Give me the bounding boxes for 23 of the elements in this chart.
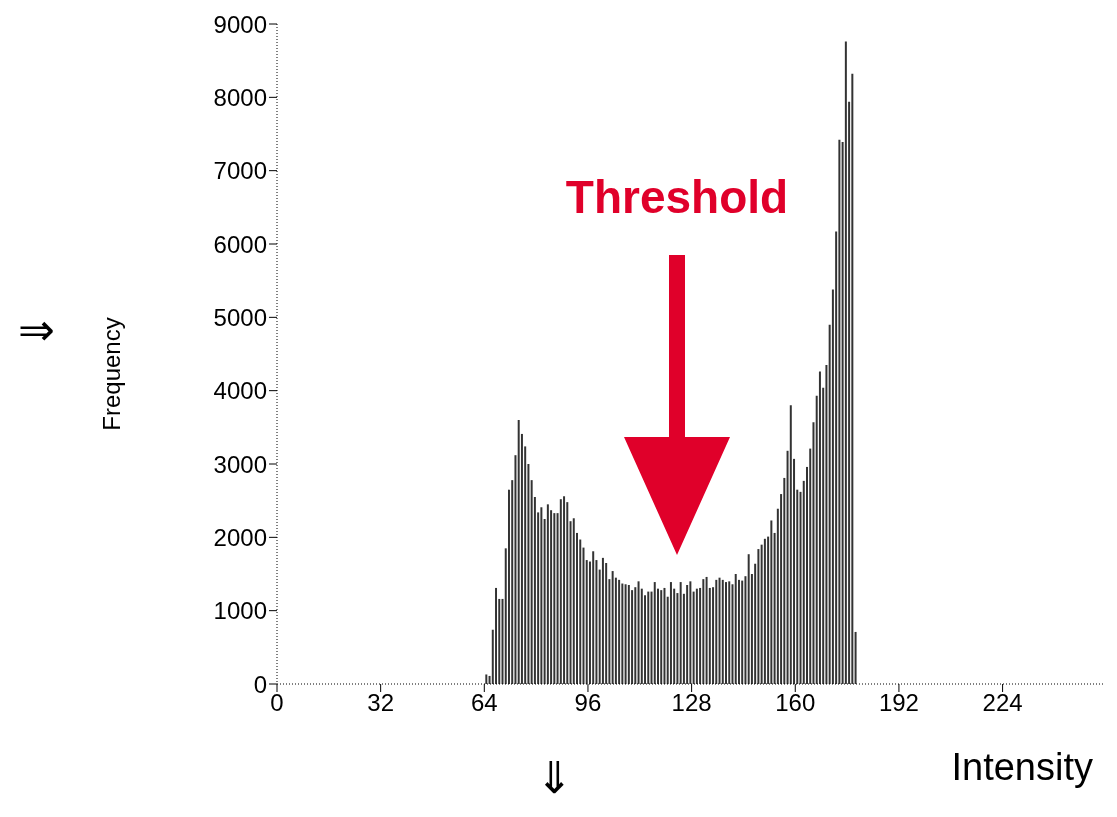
y-tick-label: 6000 [213,230,267,258]
x-axis-title: Intensity [951,746,1093,789]
x-tick-label: 192 [878,689,919,717]
x-tick-label: 128 [671,689,712,717]
y-tick-label: 5000 [213,303,267,331]
y-tick-label: 1000 [213,597,267,625]
x-tick-label: 96 [574,689,602,717]
text: ⇒ [18,304,55,355]
y-tick-label: 2000 [213,523,267,551]
y-axis-title: Frequency [98,317,126,431]
y-tick-label: 8000 [213,83,267,111]
y-tick-label: 7000 [213,157,267,185]
y-tick-label: 3000 [213,450,267,478]
y-tick-label: 9000 [213,10,267,38]
x-tick-label: 32 [367,689,395,717]
x-tick-label: 0 [270,689,284,717]
x-tick-label: 224 [982,689,1023,717]
annotation: Threshold [565,170,789,224]
text: ⇓ [536,752,573,803]
x-tick-label: 64 [470,689,498,717]
x-tick-label: 160 [775,689,816,717]
y-tick-label: 4000 [213,377,267,405]
y-tick-label: 0 [253,670,267,698]
